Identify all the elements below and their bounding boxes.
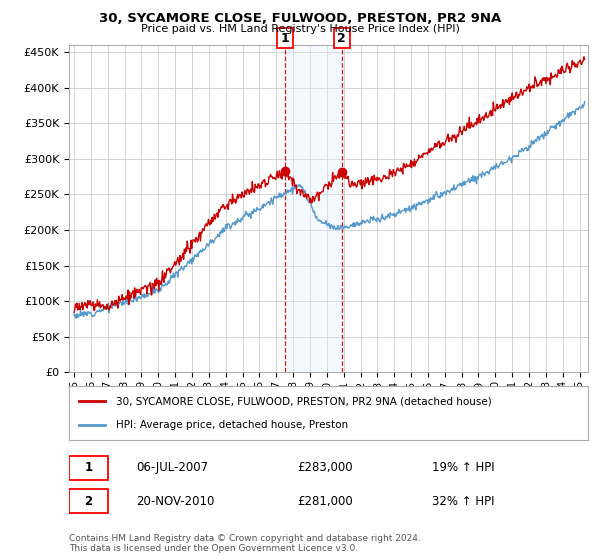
Text: 06-JUL-2007: 06-JUL-2007: [136, 461, 209, 474]
Text: £283,000: £283,000: [298, 461, 353, 474]
Text: 2: 2: [85, 494, 92, 508]
FancyBboxPatch shape: [69, 455, 108, 480]
Text: Price paid vs. HM Land Registry's House Price Index (HPI): Price paid vs. HM Land Registry's House …: [140, 24, 460, 34]
Text: 1: 1: [85, 461, 92, 474]
Text: 19% ↑ HPI: 19% ↑ HPI: [432, 461, 495, 474]
Text: 32% ↑ HPI: 32% ↑ HPI: [432, 494, 495, 508]
Text: 20-NOV-2010: 20-NOV-2010: [136, 494, 215, 508]
Text: 2: 2: [337, 32, 346, 45]
Text: 30, SYCAMORE CLOSE, FULWOOD, PRESTON, PR2 9NA (detached house): 30, SYCAMORE CLOSE, FULWOOD, PRESTON, PR…: [116, 396, 491, 407]
Text: Contains HM Land Registry data © Crown copyright and database right 2024.
This d: Contains HM Land Registry data © Crown c…: [69, 534, 421, 553]
Text: 30, SYCAMORE CLOSE, FULWOOD, PRESTON, PR2 9NA: 30, SYCAMORE CLOSE, FULWOOD, PRESTON, PR…: [99, 12, 501, 25]
Text: HPI: Average price, detached house, Preston: HPI: Average price, detached house, Pres…: [116, 419, 348, 430]
Text: 1: 1: [280, 32, 289, 45]
Text: £281,000: £281,000: [298, 494, 353, 508]
Bar: [285, 45, 342, 372]
FancyBboxPatch shape: [69, 489, 108, 514]
